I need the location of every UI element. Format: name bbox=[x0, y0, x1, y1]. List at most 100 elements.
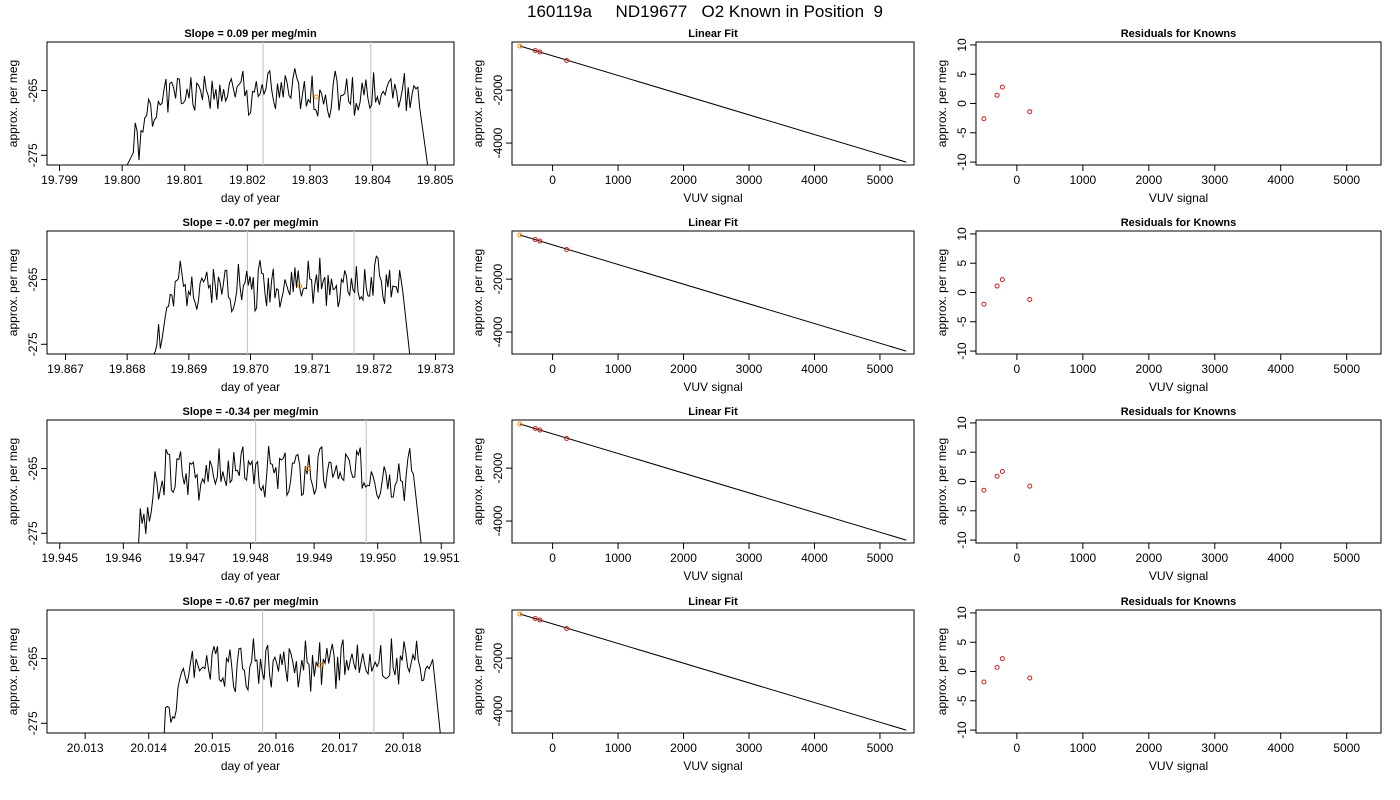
plot-frame bbox=[46, 419, 455, 544]
x-tick-label: 4000 bbox=[801, 173, 828, 187]
data-point bbox=[517, 611, 523, 617]
x-tick-label: 19.804 bbox=[354, 173, 391, 187]
x-tick-label: 1000 bbox=[1070, 362, 1097, 376]
x-tick-label: 20.013 bbox=[67, 741, 104, 755]
x-axis-label: day of year bbox=[221, 380, 280, 394]
x-tick-label: 4000 bbox=[1267, 173, 1294, 187]
y-tick-label: 10 bbox=[955, 416, 969, 430]
x-tick-label: 1000 bbox=[605, 741, 632, 755]
y-axis-label: approx. per meg bbox=[6, 249, 20, 336]
x-tick-label: 3000 bbox=[1201, 551, 1228, 565]
x-tick-label: 2000 bbox=[1135, 551, 1162, 565]
data-point bbox=[994, 664, 1000, 670]
data-point bbox=[564, 626, 570, 632]
y-tick-label: 5 bbox=[955, 71, 969, 78]
fit-line bbox=[519, 423, 907, 541]
fit-line bbox=[519, 45, 907, 163]
data-point bbox=[564, 58, 570, 64]
page-title: 160119a ND19677 O2 Known in Position 9 bbox=[527, 2, 883, 21]
panel-title: Slope = -0.67 per meg/min bbox=[182, 596, 318, 608]
x-axis-label: VUV signal bbox=[1149, 380, 1208, 394]
data-layer bbox=[163, 610, 441, 733]
data-point bbox=[532, 47, 538, 53]
plot-frame bbox=[975, 41, 1382, 166]
data-trace bbox=[138, 445, 422, 543]
panel-title: Residuals for Knowns bbox=[1121, 596, 1237, 608]
data-point bbox=[981, 487, 987, 493]
data-point bbox=[517, 421, 523, 427]
data-point bbox=[532, 615, 538, 621]
data-layer bbox=[981, 469, 1033, 493]
x-tick-label: 0 bbox=[1014, 362, 1021, 376]
data-layer bbox=[981, 656, 1033, 685]
x-tick-label: 1000 bbox=[1070, 173, 1097, 187]
x-tick-label: 19.869 bbox=[170, 362, 207, 376]
panel-1-2: Residuals for Knowns VUV signal approx. pe… bbox=[935, 217, 1382, 394]
x-tick-label: 4000 bbox=[1267, 741, 1294, 755]
data-point bbox=[999, 277, 1005, 283]
data-point bbox=[1027, 675, 1033, 681]
x-tick-label: 19.872 bbox=[355, 362, 392, 376]
y-tick-label: -4000 bbox=[491, 695, 505, 726]
y-axis-label: approx. per meg bbox=[935, 628, 949, 715]
y-axis-label: approx. per meg bbox=[471, 60, 485, 147]
plot-frame bbox=[511, 230, 915, 355]
x-tick-label: 2000 bbox=[670, 362, 697, 376]
x-tick-label: 1000 bbox=[1070, 741, 1097, 755]
x-tick-label: 19.805 bbox=[417, 173, 454, 187]
x-tick-label: 19.871 bbox=[294, 362, 331, 376]
data-layer bbox=[517, 421, 907, 541]
y-tick-label: -5 bbox=[955, 316, 969, 327]
x-tick-label: 3000 bbox=[1201, 173, 1228, 187]
y-tick-label: -265 bbox=[26, 646, 40, 670]
y-tick-label: -4000 bbox=[491, 505, 505, 536]
y-tick-label: -10 bbox=[955, 342, 969, 360]
x-tick-label: 4000 bbox=[801, 362, 828, 376]
x-axis-label: day of year bbox=[221, 191, 280, 205]
x-tick-label: 0 bbox=[549, 741, 556, 755]
data-point bbox=[999, 84, 1005, 90]
y-tick-label: -2000 bbox=[491, 263, 505, 294]
data-layer bbox=[153, 231, 411, 354]
data-layer bbox=[517, 43, 907, 163]
data-point bbox=[517, 43, 523, 49]
x-tick-label: 19.803 bbox=[292, 173, 329, 187]
x-tick-label: 0 bbox=[1014, 551, 1021, 565]
x-axis-label: VUV signal bbox=[683, 569, 742, 583]
y-tick-label: 0 bbox=[955, 668, 969, 675]
data-point bbox=[537, 49, 543, 55]
x-tick-label: 19.951 bbox=[423, 551, 460, 565]
panel-0-0: Slope = 0.09 per meg/min day of year appro… bbox=[6, 28, 455, 205]
panel-3-1: Linear Fit VUV signal approx. per meg 0 1000… bbox=[471, 596, 915, 773]
x-tick-label: 19.802 bbox=[229, 173, 266, 187]
data-point bbox=[537, 427, 543, 433]
x-tick-label: 3000 bbox=[1201, 741, 1228, 755]
x-tick-label: 4000 bbox=[1267, 551, 1294, 565]
x-tick-label: 0 bbox=[1014, 173, 1021, 187]
x-tick-label: 1000 bbox=[605, 173, 632, 187]
data-layer bbox=[126, 42, 429, 165]
plot-frame bbox=[975, 419, 1382, 544]
y-tick-label: -265 bbox=[26, 267, 40, 291]
x-tick-label: 19.801 bbox=[166, 173, 203, 187]
x-tick-label: 19.946 bbox=[105, 551, 142, 565]
data-layer bbox=[517, 232, 907, 352]
data-point bbox=[1027, 297, 1033, 303]
plot-frame bbox=[511, 419, 915, 544]
x-tick-label: 19.868 bbox=[109, 362, 146, 376]
panel-3-0: Slope = -0.67 per meg/min day of year appr… bbox=[6, 596, 455, 773]
y-tick-label: -10 bbox=[955, 531, 969, 549]
panel-title: Linear Fit bbox=[688, 406, 738, 418]
x-axis-label: day of year bbox=[221, 759, 280, 773]
x-tick-label: 2000 bbox=[670, 173, 697, 187]
y-tick-label: 10 bbox=[955, 606, 969, 620]
x-tick-label: 3000 bbox=[736, 362, 763, 376]
x-tick-label: 4000 bbox=[1267, 362, 1294, 376]
panel-0-1: Linear Fit VUV signal approx. per meg 0 1000… bbox=[471, 28, 915, 205]
x-tick-label: 4000 bbox=[801, 741, 828, 755]
y-axis-label: approx. per meg bbox=[6, 628, 20, 715]
x-tick-label: 5000 bbox=[1333, 173, 1360, 187]
x-tick-label: 20.016 bbox=[258, 741, 295, 755]
panel-title: Slope = 0.09 per meg/min bbox=[184, 28, 317, 40]
fit-line bbox=[519, 234, 907, 352]
